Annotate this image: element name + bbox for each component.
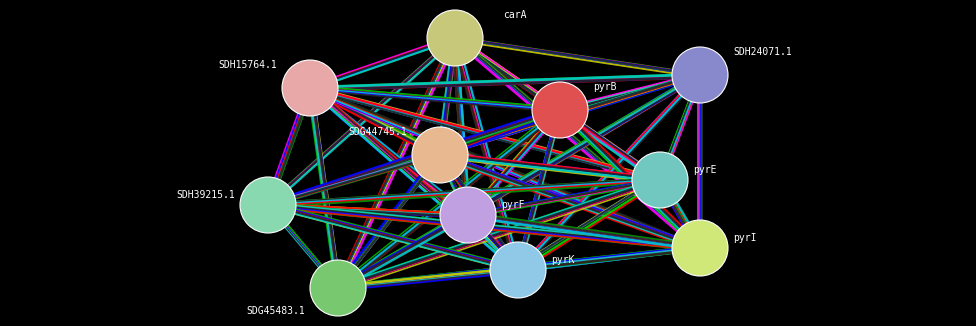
Text: pyrB: pyrB: [593, 82, 617, 92]
Circle shape: [310, 260, 366, 316]
Text: SDG44745.1: SDG44745.1: [348, 127, 407, 137]
Text: pyrE: pyrE: [693, 165, 716, 175]
Text: SDG45483.1: SDG45483.1: [246, 306, 305, 316]
Circle shape: [427, 10, 483, 66]
Circle shape: [532, 82, 588, 138]
Text: SDH39215.1: SDH39215.1: [177, 190, 235, 200]
Circle shape: [672, 220, 728, 276]
Circle shape: [632, 152, 688, 208]
Text: pyrI: pyrI: [733, 233, 756, 243]
Text: SDH15764.1: SDH15764.1: [219, 60, 277, 70]
Circle shape: [490, 242, 546, 298]
Circle shape: [672, 47, 728, 103]
Circle shape: [240, 177, 296, 233]
Text: carA: carA: [503, 10, 526, 20]
Circle shape: [412, 127, 468, 183]
Text: pyrK: pyrK: [551, 255, 575, 265]
Text: pyrF: pyrF: [501, 200, 524, 210]
Text: SDH24071.1: SDH24071.1: [733, 47, 792, 57]
Circle shape: [282, 60, 338, 116]
Circle shape: [440, 187, 496, 243]
